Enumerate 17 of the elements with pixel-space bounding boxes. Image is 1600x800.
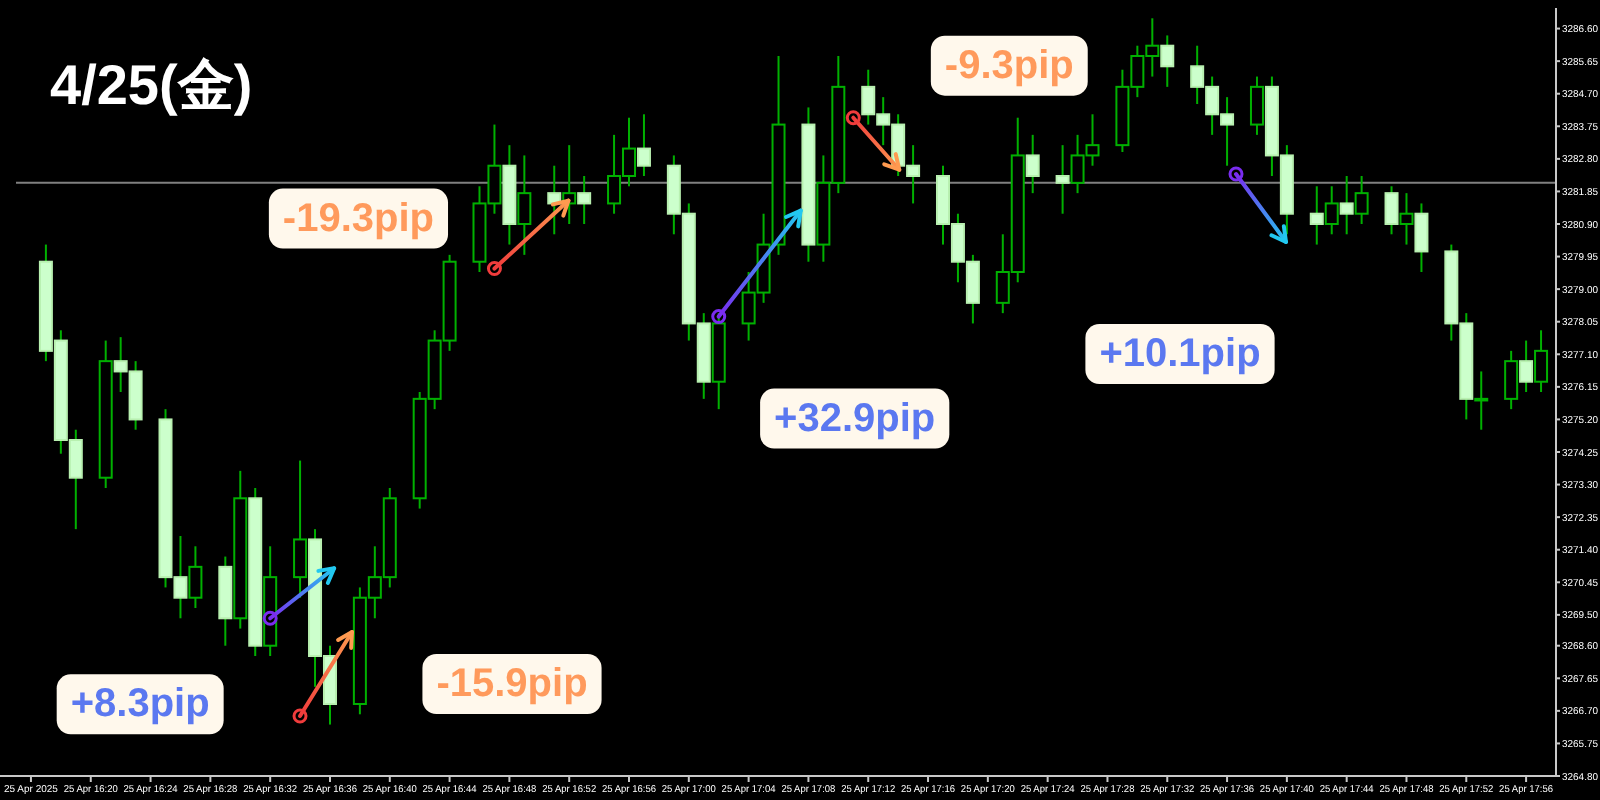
annotation: +32.9pip <box>774 396 936 441</box>
annotation: +10.1pip <box>1099 332 1261 376</box>
text: 4/25(金) <box>50 54 253 116</box>
candlestick <box>1399 192 1414 246</box>
candlestick <box>1504 349 1519 411</box>
candlestick <box>1474 370 1489 431</box>
candlestick <box>1534 329 1549 393</box>
annotation: -19.3pip <box>282 196 435 241</box>
candlestick <box>188 545 203 609</box>
candlestick <box>1354 175 1369 225</box>
candlestick <box>1324 185 1339 236</box>
annotation: +8.3pip <box>70 682 210 727</box>
annotation: -15.9pip <box>436 662 588 706</box>
candlestick <box>517 154 532 256</box>
candlestick <box>1249 75 1264 136</box>
annotation: -9.3pip <box>944 43 1074 88</box>
candlestick <box>293 459 308 599</box>
